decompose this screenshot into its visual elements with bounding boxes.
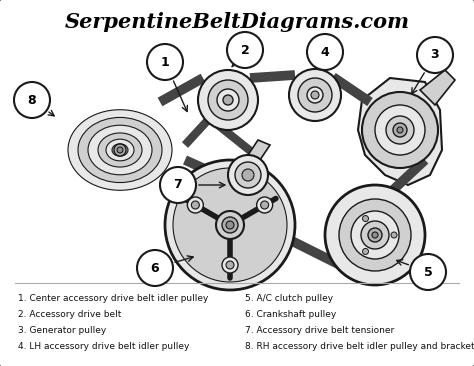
Ellipse shape xyxy=(78,117,162,183)
Circle shape xyxy=(191,201,200,209)
Circle shape xyxy=(311,91,319,99)
Circle shape xyxy=(222,257,238,273)
Circle shape xyxy=(307,87,323,103)
Circle shape xyxy=(226,261,234,269)
Text: 7. Accessory drive belt tensioner: 7. Accessory drive belt tensioner xyxy=(245,326,394,335)
Circle shape xyxy=(226,221,234,229)
Ellipse shape xyxy=(68,110,172,190)
Circle shape xyxy=(298,78,332,112)
Circle shape xyxy=(307,34,343,70)
Text: 2. Accessory drive belt: 2. Accessory drive belt xyxy=(18,310,121,319)
Text: 4: 4 xyxy=(320,45,329,59)
Circle shape xyxy=(363,216,368,221)
Text: 5. A/C clutch pulley: 5. A/C clutch pulley xyxy=(245,294,333,303)
Text: 6. Crankshaft pulley: 6. Crankshaft pulley xyxy=(245,310,336,319)
Text: 8. RH accessory drive belt idler pulley and bracket: 8. RH accessory drive belt idler pulley … xyxy=(245,342,474,351)
Circle shape xyxy=(14,82,50,118)
Circle shape xyxy=(223,95,233,105)
Circle shape xyxy=(351,211,399,259)
Circle shape xyxy=(393,123,407,137)
Circle shape xyxy=(160,167,196,203)
Circle shape xyxy=(208,80,248,120)
Circle shape xyxy=(362,92,438,168)
Text: 6: 6 xyxy=(151,261,159,274)
Circle shape xyxy=(375,105,425,155)
Text: 1: 1 xyxy=(161,56,169,68)
Text: 7: 7 xyxy=(173,179,182,191)
Text: SerpentineBeltDiagrams.com: SerpentineBeltDiagrams.com xyxy=(64,12,410,32)
Circle shape xyxy=(137,250,173,286)
Circle shape xyxy=(242,169,254,181)
Circle shape xyxy=(198,70,258,130)
Circle shape xyxy=(217,89,239,111)
Circle shape xyxy=(222,217,238,233)
Circle shape xyxy=(117,147,123,153)
Circle shape xyxy=(235,162,261,188)
Circle shape xyxy=(417,37,453,73)
Circle shape xyxy=(187,197,203,213)
Text: 3: 3 xyxy=(431,49,439,61)
Circle shape xyxy=(228,155,268,195)
Text: 5: 5 xyxy=(424,265,432,279)
Ellipse shape xyxy=(106,139,134,161)
Polygon shape xyxy=(358,78,442,185)
Polygon shape xyxy=(420,70,455,105)
Circle shape xyxy=(261,201,269,209)
Circle shape xyxy=(147,44,183,80)
Circle shape xyxy=(165,160,295,290)
Text: 4. LH accessory drive belt idler pulley: 4. LH accessory drive belt idler pulley xyxy=(18,342,190,351)
Circle shape xyxy=(173,168,287,282)
Circle shape xyxy=(410,254,446,290)
Circle shape xyxy=(256,197,273,213)
Circle shape xyxy=(386,116,414,144)
Circle shape xyxy=(216,211,244,239)
Polygon shape xyxy=(248,140,270,160)
Text: 3. Generator pulley: 3. Generator pulley xyxy=(18,326,106,335)
Circle shape xyxy=(289,69,341,121)
Circle shape xyxy=(397,127,403,133)
Text: 8: 8 xyxy=(27,93,36,107)
Circle shape xyxy=(391,232,397,238)
Circle shape xyxy=(372,232,378,238)
Text: 1. Center accessory drive belt idler pulley: 1. Center accessory drive belt idler pul… xyxy=(18,294,209,303)
Ellipse shape xyxy=(88,125,152,175)
Circle shape xyxy=(325,185,425,285)
Circle shape xyxy=(114,144,126,156)
Circle shape xyxy=(339,199,411,271)
Circle shape xyxy=(361,221,389,249)
Ellipse shape xyxy=(98,133,142,167)
Circle shape xyxy=(227,32,263,68)
Circle shape xyxy=(368,228,382,242)
Ellipse shape xyxy=(112,144,128,156)
Text: 2: 2 xyxy=(241,44,249,56)
Circle shape xyxy=(363,249,368,254)
